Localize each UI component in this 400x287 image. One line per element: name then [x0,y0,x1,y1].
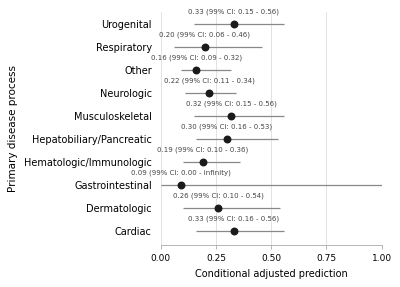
Text: 0.32 (99% CI: 0.15 - 0.56): 0.32 (99% CI: 0.15 - 0.56) [186,101,277,107]
Text: 0.09 (99% CI: 0.00 - infinity): 0.09 (99% CI: 0.00 - infinity) [131,170,231,177]
Point [228,114,235,118]
Point [206,91,212,95]
Point [202,44,208,49]
Point [178,183,184,187]
Point [215,206,222,210]
Text: 0.33 (99% CI: 0.15 - 0.56): 0.33 (99% CI: 0.15 - 0.56) [188,9,279,15]
Text: 0.16 (99% CI: 0.09 - 0.32): 0.16 (99% CI: 0.09 - 0.32) [150,55,242,61]
Text: 0.19 (99% CI: 0.10 - 0.36): 0.19 (99% CI: 0.10 - 0.36) [157,147,248,153]
Y-axis label: Primary disease process: Primary disease process [8,65,18,192]
Point [230,22,237,26]
Text: 0.22 (99% CI: 0.11 - 0.34): 0.22 (99% CI: 0.11 - 0.34) [164,78,255,84]
Point [200,160,206,164]
Point [230,229,237,234]
X-axis label: Conditional adjusted prediction: Conditional adjusted prediction [195,269,348,279]
Point [193,67,199,72]
Text: 0.20 (99% CI: 0.06 - 0.46): 0.20 (99% CI: 0.06 - 0.46) [160,32,250,38]
Text: 0.30 (99% CI: 0.16 - 0.53): 0.30 (99% CI: 0.16 - 0.53) [182,124,272,130]
Point [224,137,230,141]
Text: 0.33 (99% CI: 0.16 - 0.56): 0.33 (99% CI: 0.16 - 0.56) [188,216,279,222]
Text: 0.26 (99% CI: 0.10 - 0.54): 0.26 (99% CI: 0.10 - 0.54) [173,193,264,199]
